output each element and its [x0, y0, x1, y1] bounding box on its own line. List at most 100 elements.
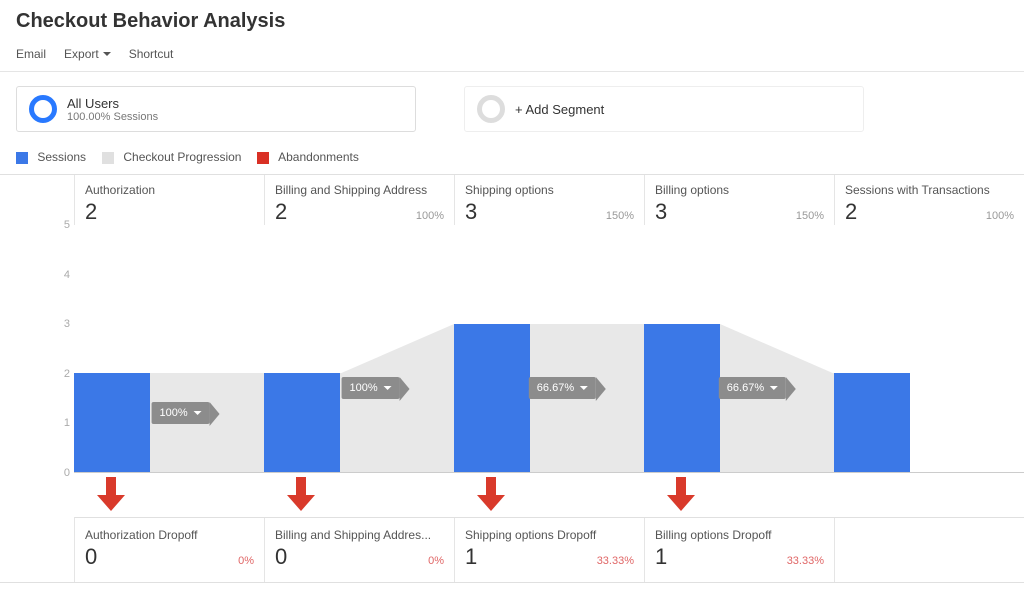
plot-col — [834, 225, 1024, 472]
legend-label: Sessions — [37, 150, 86, 164]
dropoff-value: 0 — [275, 544, 287, 570]
dropoff-pct: 0% — [238, 555, 254, 567]
step-label: Shipping options — [465, 183, 634, 197]
step-header[interactable]: Billing options 3 150% — [645, 175, 835, 225]
arrow-col — [454, 473, 644, 517]
add-segment-label: + Add Segment — [515, 102, 604, 117]
funnel-chart: Authorization2Billing and Shipping Addre… — [0, 174, 1024, 583]
step-headers: Authorization2Billing and Shipping Addre… — [74, 175, 1024, 225]
dropoff-col[interactable]: Billing and Shipping Addres... 0 0% — [265, 518, 455, 582]
y-tick: 0 — [64, 467, 70, 479]
step-value: 2 — [85, 199, 97, 225]
legend-item-abandonments: Abandonments — [257, 150, 358, 164]
chevron-down-icon — [103, 52, 111, 56]
dropoff-label: Authorization Dropoff — [85, 528, 254, 542]
toolbar: Email Export Shortcut — [0, 41, 1024, 72]
step-pct: 100% — [416, 210, 444, 222]
arrow-col — [264, 473, 454, 517]
flow-pct-button[interactable]: 66.67% — [529, 377, 596, 399]
bar[interactable] — [644, 324, 720, 472]
legend-swatch — [257, 152, 269, 164]
step-header[interactable]: Billing and Shipping Address 2 100% — [265, 175, 455, 225]
dropoff-pct: 33.33% — [597, 555, 634, 567]
segment-all-users[interactable]: All Users 100.00% Sessions — [16, 86, 416, 132]
flow-pct-button[interactable]: 66.67% — [719, 377, 786, 399]
step-label: Billing and Shipping Address — [275, 183, 444, 197]
bar[interactable] — [454, 324, 530, 472]
flow-pct-label: 100% — [160, 407, 188, 419]
step-pct: 150% — [796, 210, 824, 222]
dropoff-pct: 0% — [428, 555, 444, 567]
step-header[interactable]: Sessions with Transactions2100% — [835, 175, 1024, 225]
email-button[interactable]: Email — [16, 47, 46, 61]
export-button[interactable]: Export — [64, 47, 111, 61]
dropoff-col[interactable]: Billing options Dropoff 1 33.33% — [645, 518, 835, 582]
plot-col: 100% — [264, 225, 454, 472]
legend-swatch — [102, 152, 114, 164]
segment-title: All Users — [67, 96, 158, 111]
step-header[interactable]: Shipping options 3 150% — [455, 175, 645, 225]
plot-col: 100% — [74, 225, 264, 472]
flow-pct-button[interactable]: 100% — [152, 402, 210, 424]
step-pct: 150% — [606, 210, 634, 222]
plot-col: 66.67% — [454, 225, 644, 472]
arrow-col — [834, 473, 1024, 517]
flow-wedge — [340, 324, 454, 374]
arrow-col — [644, 473, 834, 517]
legend-label: Abandonments — [278, 150, 359, 164]
bar[interactable] — [834, 373, 910, 472]
dropoff-label: Billing and Shipping Addres... — [275, 528, 444, 542]
flow-pct-button[interactable]: 100% — [342, 377, 400, 399]
dropoff-pct: 33.33% — [787, 555, 824, 567]
legend-item-progression: Checkout Progression — [102, 150, 241, 164]
legend-item-sessions: Sessions — [16, 150, 86, 164]
chevron-down-icon — [770, 386, 778, 390]
step-label: Authorization — [85, 183, 254, 197]
chevron-down-icon — [580, 386, 588, 390]
y-tick: 4 — [64, 269, 70, 281]
flow-pct-label: 66.67% — [537, 382, 574, 394]
legend-label: Checkout Progression — [123, 150, 241, 164]
plot-col: 66.67% — [644, 225, 834, 472]
dropoff-label: Shipping options Dropoff — [465, 528, 634, 542]
step-value: 3 — [655, 199, 667, 225]
page-title: Checkout Behavior Analysis — [0, 0, 1024, 41]
y-axis: 543210 — [0, 225, 74, 473]
add-segment-button[interactable]: + Add Segment — [464, 86, 864, 132]
dropoff-value: 0 — [85, 544, 97, 570]
dropoff-value: 1 — [655, 544, 667, 570]
segment-circle-gray-icon — [477, 95, 505, 123]
bar[interactable] — [74, 373, 150, 472]
legend-swatch — [16, 152, 28, 164]
y-tick: 1 — [64, 417, 70, 429]
y-tick: 2 — [64, 368, 70, 380]
step-value: 3 — [465, 199, 477, 225]
segment-circle-icon — [29, 95, 57, 123]
flow-pct-label: 100% — [350, 382, 378, 394]
dropoff-col[interactable]: Authorization Dropoff 0 0% — [75, 518, 265, 582]
arrow-col — [74, 473, 264, 517]
bar[interactable] — [264, 373, 340, 472]
dropoff-grid: Authorization Dropoff00%Billing and Ship… — [74, 517, 1024, 582]
flow-wedge — [720, 324, 834, 374]
dropoff-value: 1 — [465, 544, 477, 570]
chevron-down-icon — [194, 411, 202, 415]
plot-area: 100% 100% 66.67% 66.67% — [74, 225, 1024, 473]
dropoff-col[interactable] — [835, 518, 1024, 582]
legend: Sessions Checkout Progression Abandonmen… — [0, 146, 1024, 174]
shortcut-button[interactable]: Shortcut — [129, 47, 174, 61]
y-tick: 3 — [64, 318, 70, 330]
dropoff-col[interactable]: Shipping options Dropoff 1 33.33% — [455, 518, 645, 582]
segment-row: All Users 100.00% Sessions + Add Segment — [0, 72, 1024, 146]
step-pct: 100% — [986, 210, 1014, 222]
step-value: 2 — [275, 199, 287, 225]
y-tick: 5 — [64, 219, 70, 231]
step-header[interactable]: Authorization 2 — [75, 175, 265, 225]
flow-pct-label: 66.67% — [727, 382, 764, 394]
dropoff-label: Billing options Dropoff — [655, 528, 824, 542]
arrow-row — [74, 473, 1024, 517]
chevron-down-icon — [384, 386, 392, 390]
step-label: Sessions with Transactions — [845, 183, 1014, 197]
step-label: Billing options — [655, 183, 824, 197]
segment-sub: 100.00% Sessions — [67, 111, 158, 123]
